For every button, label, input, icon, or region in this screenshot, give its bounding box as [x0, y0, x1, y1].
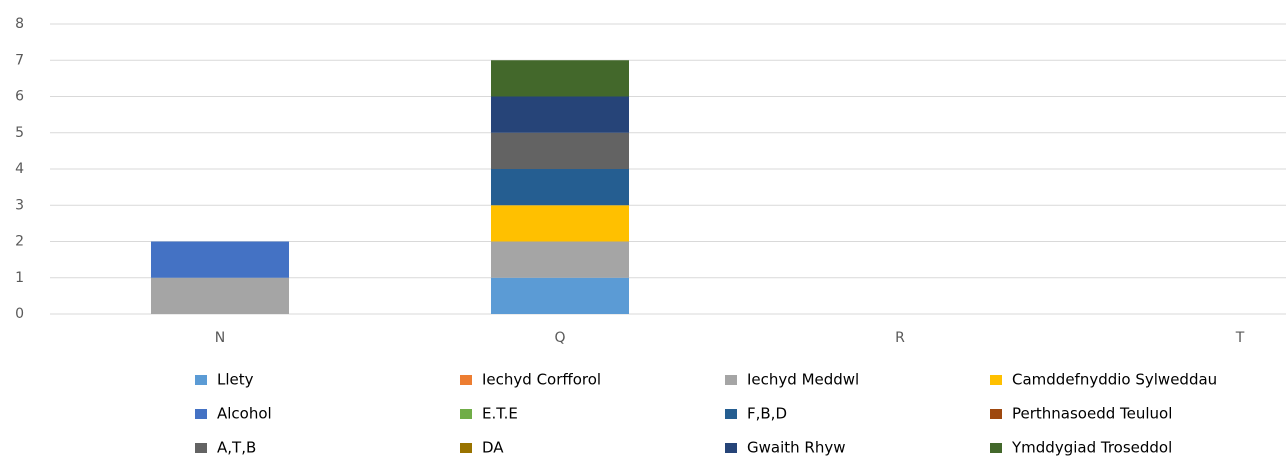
- y-tick-label: 6: [15, 89, 24, 105]
- legend-swatch: [725, 375, 737, 385]
- legend-swatch: [195, 375, 207, 385]
- y-tick-label: 1: [15, 270, 24, 286]
- bar-segment: [491, 205, 629, 242]
- legend-label: DA: [482, 439, 504, 457]
- legend-swatch: [725, 443, 737, 453]
- bar-segment: [491, 132, 629, 169]
- legend-label: E.T.E: [482, 405, 518, 423]
- y-tick-label: 5: [15, 125, 24, 141]
- legend-swatch: [195, 409, 207, 419]
- bar-segment: [491, 169, 629, 206]
- x-tick-label: N: [215, 330, 225, 346]
- bar-segment: [151, 241, 289, 278]
- legend-swatch: [460, 443, 472, 453]
- legend-label: Ymddygiad Troseddol: [1011, 439, 1172, 457]
- legend-label: Iechyd Corfforol: [482, 371, 601, 389]
- legend-swatch: [460, 409, 472, 419]
- y-tick-label: 0: [15, 306, 24, 322]
- legend-label: Gwaith Rhyw: [747, 439, 845, 457]
- legend-swatch: [460, 375, 472, 385]
- legend-label: Perthnasoedd Teuluol: [1012, 405, 1172, 423]
- legend-swatch: [725, 409, 737, 419]
- legend-label: A,T,B: [217, 439, 256, 457]
- y-tick-label: 8: [15, 16, 24, 32]
- y-tick-label: 4: [15, 161, 24, 177]
- y-tick-label: 7: [15, 52, 24, 68]
- bar-segment: [491, 241, 629, 278]
- legend-swatch: [990, 375, 1002, 385]
- y-tick-label: 3: [15, 197, 24, 213]
- legend-swatch: [195, 443, 207, 453]
- bar-segment: [491, 60, 629, 97]
- legend-label: Iechyd Meddwl: [747, 371, 859, 389]
- x-tick-label: Q: [554, 330, 565, 346]
- legend-label: F,B,D: [747, 405, 787, 423]
- legend-label: Camddefnyddio Sylweddau: [1012, 371, 1217, 389]
- legend-label: Llety: [217, 371, 254, 389]
- legend-swatch: [990, 409, 1002, 419]
- legend-swatch: [990, 443, 1002, 453]
- bar-segment: [491, 277, 629, 314]
- legend-label: Alcohol: [217, 405, 272, 423]
- bar-segment: [491, 96, 629, 133]
- x-tick-label: T: [1235, 330, 1245, 346]
- x-tick-label: R: [895, 330, 905, 346]
- bar-segment: [151, 277, 289, 314]
- y-tick-label: 2: [15, 234, 24, 250]
